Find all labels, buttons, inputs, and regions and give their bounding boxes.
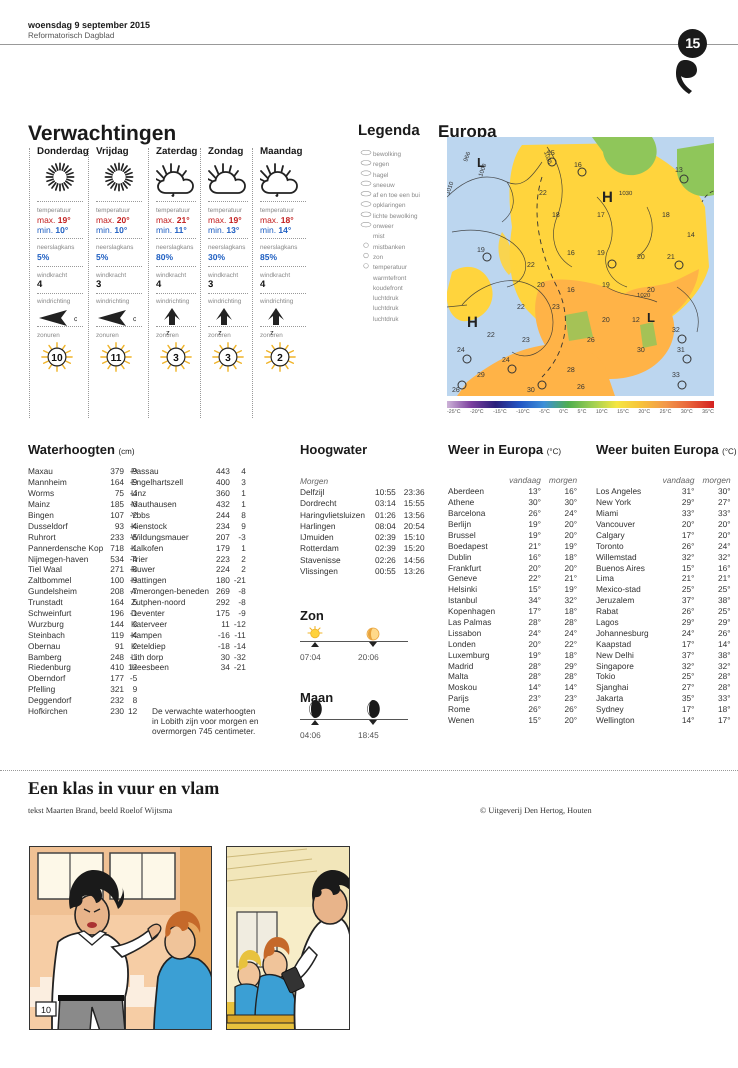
svg-text:24: 24 [457,347,465,354]
svg-text:22: 22 [539,190,547,197]
svg-text:3: 3 [225,353,231,364]
svg-text:1030: 1030 [619,190,633,197]
svg-text:16: 16 [567,287,575,294]
svg-text:14: 14 [687,232,695,239]
svg-text:30: 30 [527,387,535,394]
svg-text:17: 17 [597,212,605,219]
svg-text:32: 32 [672,327,680,334]
svg-text:10: 10 [51,353,62,364]
svg-text:26: 26 [587,337,595,344]
svg-text:31: 31 [677,347,685,354]
svg-text:L: L [647,310,655,325]
svg-text:19: 19 [597,250,605,257]
svg-text:16: 16 [567,250,575,257]
svg-text:o: o [74,316,77,323]
svg-text:H: H [602,189,613,206]
svg-text:24: 24 [502,357,510,364]
svg-text:21: 21 [667,254,675,261]
svg-text:19: 19 [602,282,610,289]
svg-text:18: 18 [552,212,560,219]
svg-text:2: 2 [277,353,283,364]
svg-text:28: 28 [567,367,575,374]
svg-text:18: 18 [662,212,670,219]
svg-text:22: 22 [527,262,535,269]
svg-text:13: 13 [675,167,683,174]
svg-text:20: 20 [647,287,655,294]
svg-text:23: 23 [522,337,530,344]
svg-text:20: 20 [602,317,610,324]
svg-text:20: 20 [537,282,545,289]
svg-text:10: 10 [41,1005,51,1015]
svg-text:12: 12 [632,317,640,324]
svg-text:11: 11 [111,353,122,364]
svg-text:o: o [133,316,136,323]
svg-text:22: 22 [487,332,495,339]
svg-text:29: 29 [477,372,485,379]
svg-text:19: 19 [477,247,485,254]
svg-text:23: 23 [552,304,560,311]
svg-text:H: H [467,314,478,331]
svg-text:20: 20 [637,254,645,261]
svg-text:22: 22 [517,304,525,311]
svg-text:15: 15 [547,150,555,157]
svg-text:26: 26 [577,384,585,391]
svg-text:3: 3 [173,353,179,364]
svg-text:30: 30 [637,347,645,354]
svg-text:33: 33 [672,372,680,379]
